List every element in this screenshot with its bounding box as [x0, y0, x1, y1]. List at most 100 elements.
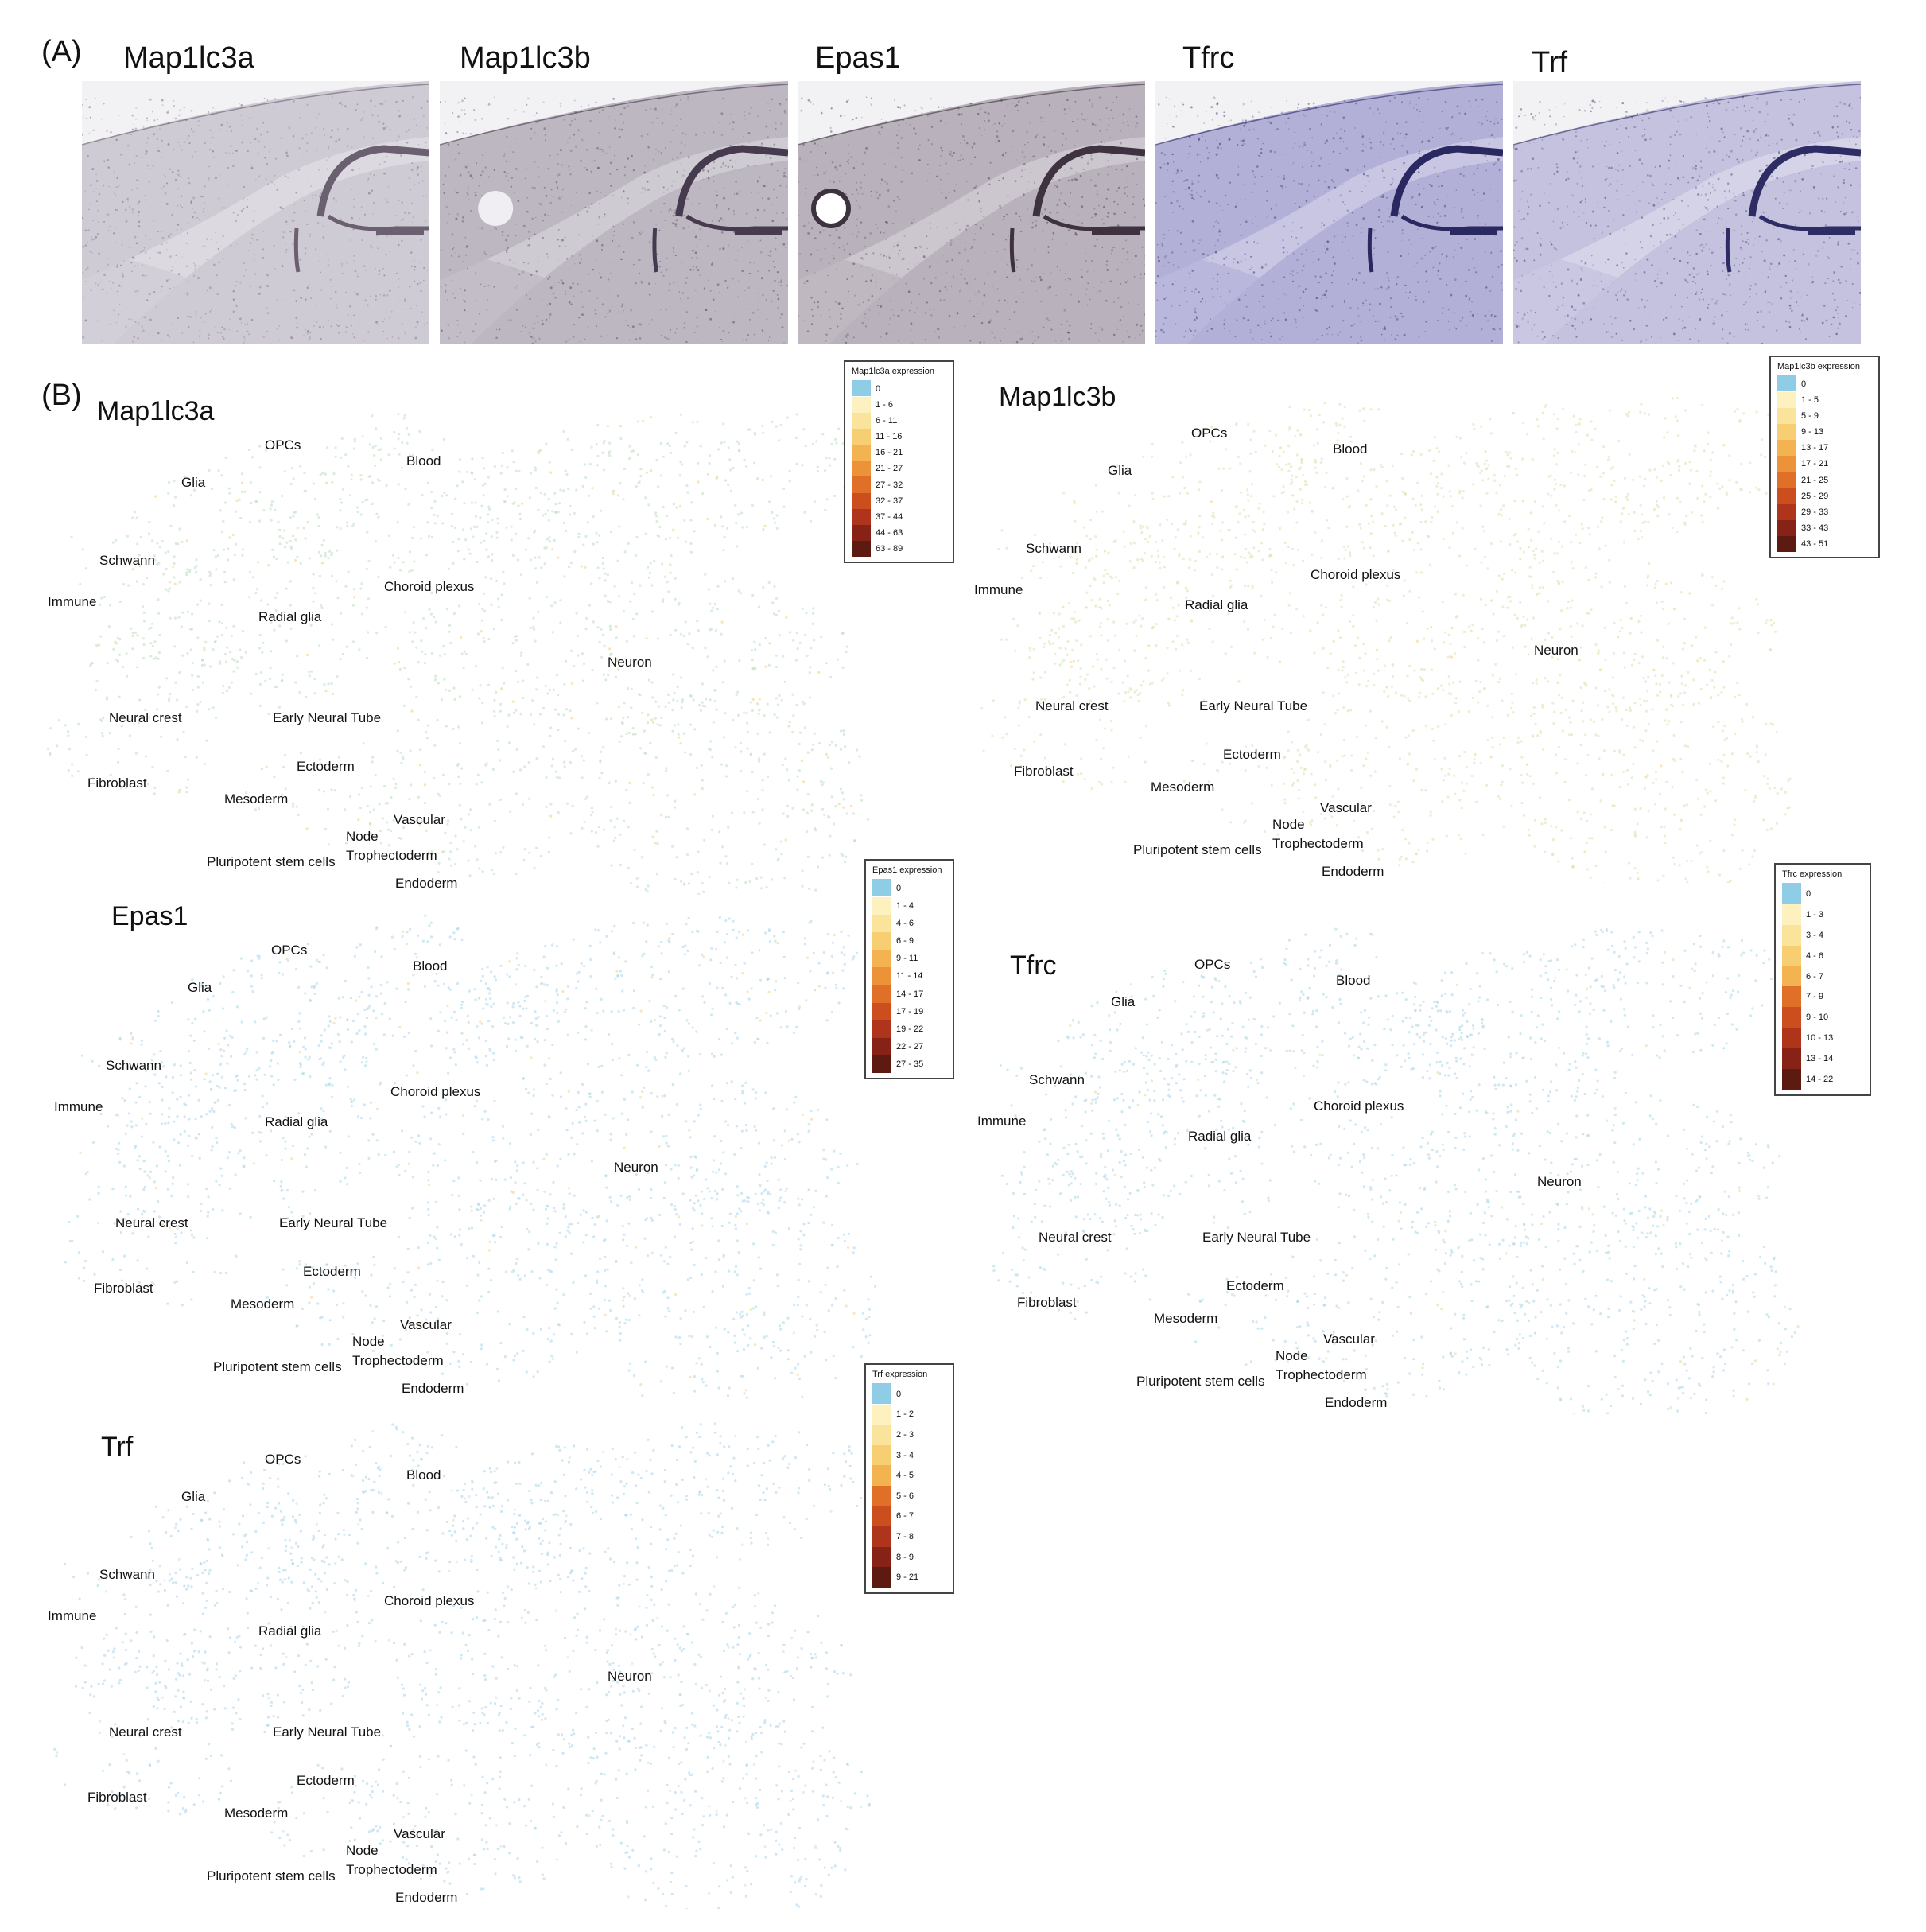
cluster-label-glia-map1lc3b: Glia: [1108, 463, 1132, 478]
cluster-label-blood-tfrc: Blood: [1336, 973, 1371, 988]
cluster-label-neural-crest-map1lc3a: Neural crest: [109, 710, 182, 725]
legend-row: 17 - 21: [1777, 456, 1872, 472]
legend-row: 17 - 19: [872, 1002, 946, 1020]
legend-swatch: [1782, 883, 1801, 904]
cluster-label-pluripotent-map1lc3a: Pluripotent stem cells: [207, 854, 336, 869]
legend-row: 29 - 33: [1777, 503, 1872, 520]
legend-swatch: [1782, 1048, 1801, 1070]
legend-bin-label: 9 - 13: [1801, 427, 1824, 437]
cluster-label-blood-map1lc3a: Blood: [406, 453, 441, 468]
cluster-label-schwann-map1lc3b: Schwann: [1026, 541, 1081, 556]
legend-row: 37 - 44: [852, 508, 946, 525]
legend-bin-label: 3 - 4: [1806, 930, 1824, 940]
legend-bin-label: 9 - 10: [1806, 1013, 1829, 1023]
cluster-label-opcs-map1lc3b: OPCs: [1191, 426, 1228, 441]
cluster-label-neuron-map1lc3b: Neuron: [1534, 643, 1578, 658]
legend-tfrc: Tfrc expression 0 1 - 3 3 - 4 4 - 6 6 - 7 7 - …: [1774, 863, 1871, 1096]
ish-title-epas1: Epas1: [815, 41, 901, 75]
legend-row: 13 - 14: [1782, 1048, 1863, 1070]
legend-row: 9 - 10: [1782, 1007, 1863, 1028]
legend-row: 16 - 21: [852, 445, 946, 461]
legend-bin-label: 5 - 6: [896, 1491, 914, 1501]
legend-swatch: [1782, 1069, 1801, 1090]
map-title-epas1: Epas1: [111, 901, 188, 931]
legend-bin-label: 3 - 4: [896, 1450, 914, 1460]
cluster-label-radial-epas1: Radial glia: [265, 1114, 328, 1129]
ish-section-epas1: [798, 81, 1145, 344]
legend-row: 21 - 25: [1777, 472, 1872, 488]
cluster-label-mesoderm-tfrc: Mesoderm: [1154, 1311, 1218, 1326]
legend-bin-label: 32 - 37: [876, 496, 903, 506]
legend-row: 1 - 6: [852, 397, 946, 414]
legend-row: 8 - 9: [872, 1546, 946, 1568]
legend-swatch: [1777, 375, 1796, 392]
cluster-label-mesoderm-map1lc3b: Mesoderm: [1151, 779, 1215, 795]
cluster-label-neuron-trf: Neuron: [608, 1669, 652, 1684]
legend-row: 14 - 17: [872, 985, 946, 1003]
cluster-label-vascular-map1lc3a: Vascular: [394, 812, 445, 827]
legend-row: 0: [852, 380, 946, 397]
cluster-label-neural-crest-epas1: Neural crest: [115, 1215, 188, 1230]
cluster-label-schwann-map1lc3a: Schwann: [99, 553, 155, 568]
legend-row: 33 - 43: [1777, 519, 1872, 536]
legend-row: 6 - 9: [872, 932, 946, 950]
legend-row: 43 - 51: [1777, 535, 1872, 552]
cluster-label-immune-map1lc3b: Immune: [974, 582, 1023, 597]
legend-bin-label: 10 - 13: [1806, 1033, 1834, 1044]
legend-bin-label: 2 - 3: [896, 1429, 914, 1440]
legend-row: 3 - 4: [872, 1444, 946, 1466]
legend-bin-label: 7 - 9: [1806, 992, 1824, 1002]
legend-row: 44 - 63: [852, 524, 946, 541]
legend-swatch: [872, 1383, 891, 1404]
legend-row: 9 - 13: [1777, 424, 1872, 441]
legend-swatch: [872, 950, 891, 968]
cluster-label-fibroblast-tfrc: Fibroblast: [1017, 1295, 1077, 1310]
cluster-label-vascular-trf: Vascular: [394, 1826, 445, 1841]
cluster-label-neuron-epas1: Neuron: [614, 1160, 658, 1175]
ish-title-tfrc: Tfrc: [1182, 41, 1235, 75]
panel-a-label: (A): [41, 35, 82, 68]
cluster-label-early-tube-map1lc3a: Early Neural Tube: [273, 710, 382, 725]
legend-bin-label: 13 - 14: [1806, 1054, 1834, 1064]
cluster-label-mesoderm-epas1: Mesoderm: [231, 1296, 295, 1312]
cluster-label-fibroblast-map1lc3a: Fibroblast: [87, 776, 147, 791]
ish-section-tfrc: [1155, 81, 1503, 344]
legend-swatch: [1777, 535, 1796, 552]
cluster-label-glia-trf: Glia: [181, 1489, 206, 1504]
cluster-label-endoderm-epas1: Endoderm: [402, 1381, 464, 1396]
legend-swatch: [1782, 945, 1801, 966]
legend-swatch: [872, 932, 891, 950]
legend-row: 6 - 7: [1782, 966, 1863, 987]
map-title-map1lc3a: Map1lc3a: [97, 396, 215, 426]
legend-trf: Trf expression 0 1 - 2 2 - 3 3 - 4 4 - 5 5 - 6…: [864, 1363, 954, 1594]
legend-row: 0: [872, 1383, 946, 1405]
legend-bin-label: 17 - 21: [1801, 459, 1829, 469]
legend-bin-label: 37 - 44: [876, 511, 903, 522]
legend-swatch: [872, 915, 891, 933]
legend-bin-label: 1 - 4: [896, 901, 914, 912]
cluster-label-choroid-map1lc3a: Choroid plexus: [384, 579, 475, 594]
legend-swatch: [1777, 408, 1796, 425]
tsne-map-map1lc3a: [46, 413, 869, 895]
cluster-label-opcs-trf: OPCs: [265, 1452, 301, 1467]
legend-swatch: [872, 1485, 891, 1506]
cluster-label-blood-map1lc3b: Blood: [1333, 441, 1368, 457]
cluster-label-neuron-map1lc3a: Neuron: [608, 655, 652, 670]
legend-swatch: [872, 967, 891, 985]
cluster-label-pluripotent-map1lc3b: Pluripotent stem cells: [1133, 842, 1262, 857]
cluster-label-opcs-tfrc: OPCs: [1194, 957, 1231, 972]
cluster-label-tropho-map1lc3a: Trophectoderm: [346, 848, 437, 863]
legend-bin-label: 4 - 5: [896, 1471, 914, 1481]
legend-bin-label: 0: [1806, 888, 1811, 899]
legend-bin-label: 4 - 6: [1806, 950, 1824, 961]
legend-bin-label: 9 - 11: [896, 954, 918, 964]
legend-row: 22 - 27: [872, 1037, 946, 1055]
legend-swatch: [1777, 456, 1796, 472]
cluster-label-ectoderm-map1lc3a: Ectoderm: [297, 759, 355, 774]
cluster-label-glia-tfrc: Glia: [1111, 994, 1136, 1009]
legend-row: 6 - 11: [852, 413, 946, 430]
cluster-label-choroid-map1lc3b: Choroid plexus: [1311, 567, 1401, 582]
legend-bin-label: 27 - 35: [896, 1059, 924, 1069]
legend-swatch: [872, 1506, 891, 1527]
cluster-label-endoderm-map1lc3a: Endoderm: [395, 876, 458, 891]
